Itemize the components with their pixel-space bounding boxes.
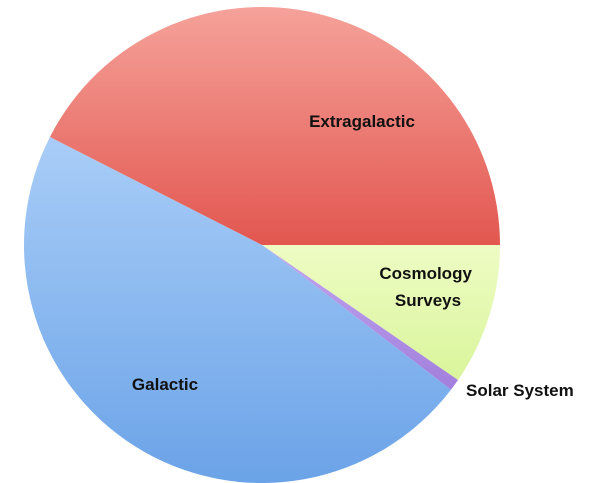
pie-slices bbox=[24, 6, 500, 483]
label-solar-system: Solar System bbox=[466, 381, 574, 400]
slice-galactic bbox=[24, 136, 451, 483]
label-cosmology-surveys: Cosmology Surveys bbox=[379, 264, 476, 310]
pie-labels: Cosmology Surveys Extragalactic Galactic… bbox=[132, 112, 574, 400]
slice-cosmology-surveys bbox=[262, 245, 500, 381]
slice-extragalactic bbox=[49, 6, 500, 246]
label-extragalactic: Extragalactic bbox=[309, 112, 415, 131]
slice-solar-system bbox=[262, 245, 458, 390]
label-galactic: Galactic bbox=[132, 375, 198, 394]
